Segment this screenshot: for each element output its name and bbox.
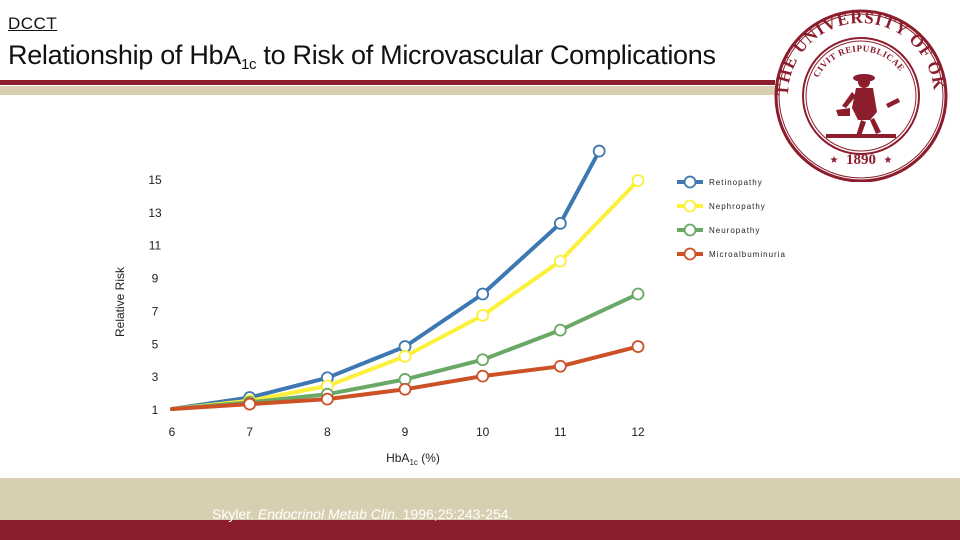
x-axis-label-main: HbA: [386, 451, 409, 465]
x-axis-label: HbA1c (%): [386, 451, 440, 467]
x-axis-label-sub: 1c: [409, 458, 417, 467]
data-point: [476, 287, 490, 301]
data-point: [592, 144, 606, 158]
legend-item: Retinopathy: [677, 175, 763, 189]
data-point: [553, 216, 567, 230]
page-title: Relationship of HbA1c to Risk of Microva…: [8, 40, 716, 73]
legend-marker: [683, 175, 697, 189]
y-tick-label: 15: [148, 173, 162, 187]
x-tick-label: 6: [169, 425, 176, 439]
x-tick-label: 10: [476, 425, 490, 439]
x-tick-label: 9: [402, 425, 409, 439]
data-point: [476, 308, 490, 322]
y-tick-label: 5: [152, 337, 159, 351]
data-point: [320, 392, 334, 406]
x-tick-label: 8: [324, 425, 331, 439]
legend-marker: [683, 223, 697, 237]
data-point: [476, 353, 490, 367]
header-rule-dark: [0, 80, 775, 85]
y-tick-label: 9: [152, 272, 159, 286]
data-point: [553, 323, 567, 337]
title-pre: Relationship of Hb: [8, 40, 224, 70]
x-tick-label: 11: [554, 425, 567, 439]
data-point: [553, 254, 567, 268]
data-point: [476, 369, 490, 383]
legend-item: Nephropathy: [677, 199, 766, 213]
y-tick-label: 3: [152, 370, 159, 384]
y-tick-label: 7: [152, 304, 159, 318]
data-point: [243, 397, 257, 411]
seal-year: 1890: [846, 152, 876, 168]
x-tick-label: 12: [631, 425, 645, 439]
seal-star-left-icon: ★: [830, 155, 839, 166]
legend: Retinopathy Nephropathy Neuropathy Microalb…: [677, 175, 786, 261]
title-a: A: [223, 40, 241, 70]
citation-journal: Endocrinol Metab Clin.: [257, 506, 399, 522]
y-axis-label: Relative Risk: [113, 266, 127, 337]
footer-band-beige: [0, 478, 960, 520]
x-tick-label: 7: [246, 425, 253, 439]
data-point: [398, 350, 412, 363]
header-rule-beige: [0, 86, 775, 95]
title-post: to Risk of Microvascular Complications: [256, 40, 716, 70]
series-microalbuminuria: [170, 340, 645, 411]
legend-marker: [683, 199, 697, 213]
seal-star-right-icon: ★: [884, 155, 893, 166]
data-point: [553, 359, 567, 373]
x-axis-ticks: 6 7 8 9 10 11 12: [169, 425, 645, 439]
footer-band-dark: [0, 520, 960, 540]
data-point: [631, 287, 645, 301]
title-sub: 1c: [240, 56, 257, 73]
university-seal-icon: THE UNIVERSITY OF OKLAHOMA CIVIT REIPUBL…: [766, 8, 948, 182]
data-point: [631, 174, 645, 188]
y-tick-label: 1: [152, 403, 159, 417]
legend-marker: [683, 247, 697, 261]
legend-label: Neuropathy: [709, 226, 760, 235]
citation-details: 1996;25:243-254.: [402, 506, 513, 522]
header-tag: DCCT: [8, 14, 58, 33]
legend-label: Microalbuminuria: [709, 250, 786, 259]
series-layer: [170, 144, 645, 411]
data-point: [631, 340, 645, 353]
y-tick-label: 13: [148, 206, 162, 220]
legend-label: Retinopathy: [709, 178, 763, 187]
citation: Skyler. Endocrinol Metab Clin. 1996;25:2…: [212, 506, 512, 522]
legend-item: Neuropathy: [677, 223, 760, 237]
legend-label: Nephropathy: [709, 202, 766, 211]
citation-author: Skyler.: [212, 506, 255, 522]
legend-item: Microalbuminuria: [677, 247, 786, 261]
x-axis-label-unit: (%): [418, 451, 440, 465]
data-point: [398, 382, 412, 396]
y-tick-label: 11: [149, 239, 162, 253]
